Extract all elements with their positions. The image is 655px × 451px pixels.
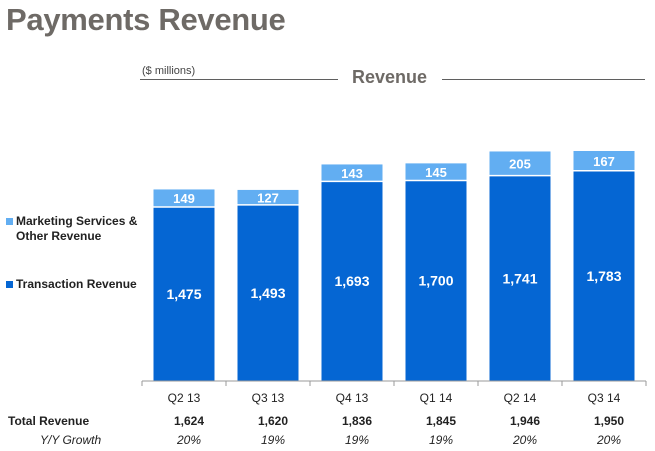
legend-label-transaction: Transaction Revenue bbox=[16, 277, 137, 291]
chart-title: Revenue bbox=[352, 67, 428, 87]
bar-marketing-2 bbox=[321, 164, 383, 182]
yoy-growth-value-4: 20% bbox=[512, 433, 538, 447]
legend-item-marketing: Marketing Services & Other Revenue bbox=[6, 214, 156, 244]
total-revenue-row: Total Revenue 1,624 1,620 1,836 1,845 1,946 1… bbox=[0, 414, 655, 430]
total-revenue-value-1: 1,620 bbox=[257, 414, 289, 428]
title-rule-right bbox=[442, 79, 645, 80]
page-title: Payments Revenue bbox=[6, 2, 286, 37]
data-label-transaction-4: 1,741 bbox=[502, 270, 537, 286]
data-label-marketing-1: 127 bbox=[257, 190, 279, 205]
yoy-growth-value-5: 20% bbox=[596, 433, 622, 447]
x-tick-label-4: Q2 14 bbox=[504, 391, 537, 405]
legend-swatch-transaction bbox=[6, 281, 13, 288]
yoy-growth-value-2: 19% bbox=[344, 433, 370, 447]
units-note: ($ millions) bbox=[142, 65, 196, 77]
yoy-growth-value-0: 20% bbox=[176, 433, 202, 447]
legend-swatch-marketing bbox=[6, 218, 13, 225]
x-tick-label-3: Q1 14 bbox=[420, 391, 453, 405]
data-label-marketing-0: 149 bbox=[173, 191, 195, 206]
yoy-growth-label: Y/Y Growth bbox=[40, 433, 102, 447]
data-label-transaction-3: 1,700 bbox=[418, 273, 453, 289]
bar-marketing-4 bbox=[489, 151, 551, 176]
bar-marketing-1 bbox=[237, 189, 299, 205]
legend-label-marketing: Marketing Services & Other Revenue bbox=[16, 214, 138, 243]
bar-transaction-0 bbox=[153, 207, 215, 381]
data-label-marketing-2: 143 bbox=[341, 166, 363, 181]
yoy-growth-value-1: 19% bbox=[260, 433, 286, 447]
total-revenue-value-5: 1,950 bbox=[593, 414, 625, 428]
data-label-marketing-4: 205 bbox=[509, 157, 531, 172]
x-tick-label-1: Q3 13 bbox=[252, 391, 285, 405]
yoy-growth-value-3: 19% bbox=[428, 433, 454, 447]
data-label-transaction-0: 1,475 bbox=[166, 286, 201, 302]
total-revenue-value-2: 1,836 bbox=[341, 414, 373, 428]
bar-transaction-1 bbox=[237, 204, 299, 381]
data-label-transaction-1: 1,493 bbox=[250, 285, 285, 301]
yoy-growth-row: Y/Y Growth 20% 19% 19% 19% 20% 20% bbox=[0, 433, 655, 449]
bar-transaction-4 bbox=[489, 175, 551, 381]
data-label-transaction-5: 1,783 bbox=[586, 268, 621, 284]
bar-marketing-0 bbox=[153, 189, 215, 208]
total-revenue-value-0: 1,624 bbox=[173, 414, 205, 428]
bar-marketing-3 bbox=[405, 163, 467, 181]
x-tick-label-5: Q3 14 bbox=[588, 391, 621, 405]
data-label-marketing-3: 145 bbox=[425, 165, 447, 180]
total-revenue-value-4: 1,946 bbox=[509, 414, 541, 428]
x-tick-label-0: Q2 13 bbox=[168, 391, 201, 405]
bar-transaction-2 bbox=[321, 181, 383, 381]
title-rule-left bbox=[140, 79, 338, 80]
bar-transaction-3 bbox=[405, 180, 467, 381]
legend-item-transaction: Transaction Revenue bbox=[6, 277, 156, 292]
total-revenue-label: Total Revenue bbox=[8, 414, 90, 428]
data-label-transaction-2: 1,693 bbox=[334, 273, 369, 289]
data-label-marketing-5: 167 bbox=[593, 154, 615, 169]
bar-marketing-5 bbox=[573, 151, 635, 171]
x-tick-label-2: Q4 13 bbox=[336, 391, 369, 405]
bar-transaction-5 bbox=[573, 170, 635, 381]
total-revenue-value-3: 1,845 bbox=[425, 414, 457, 428]
